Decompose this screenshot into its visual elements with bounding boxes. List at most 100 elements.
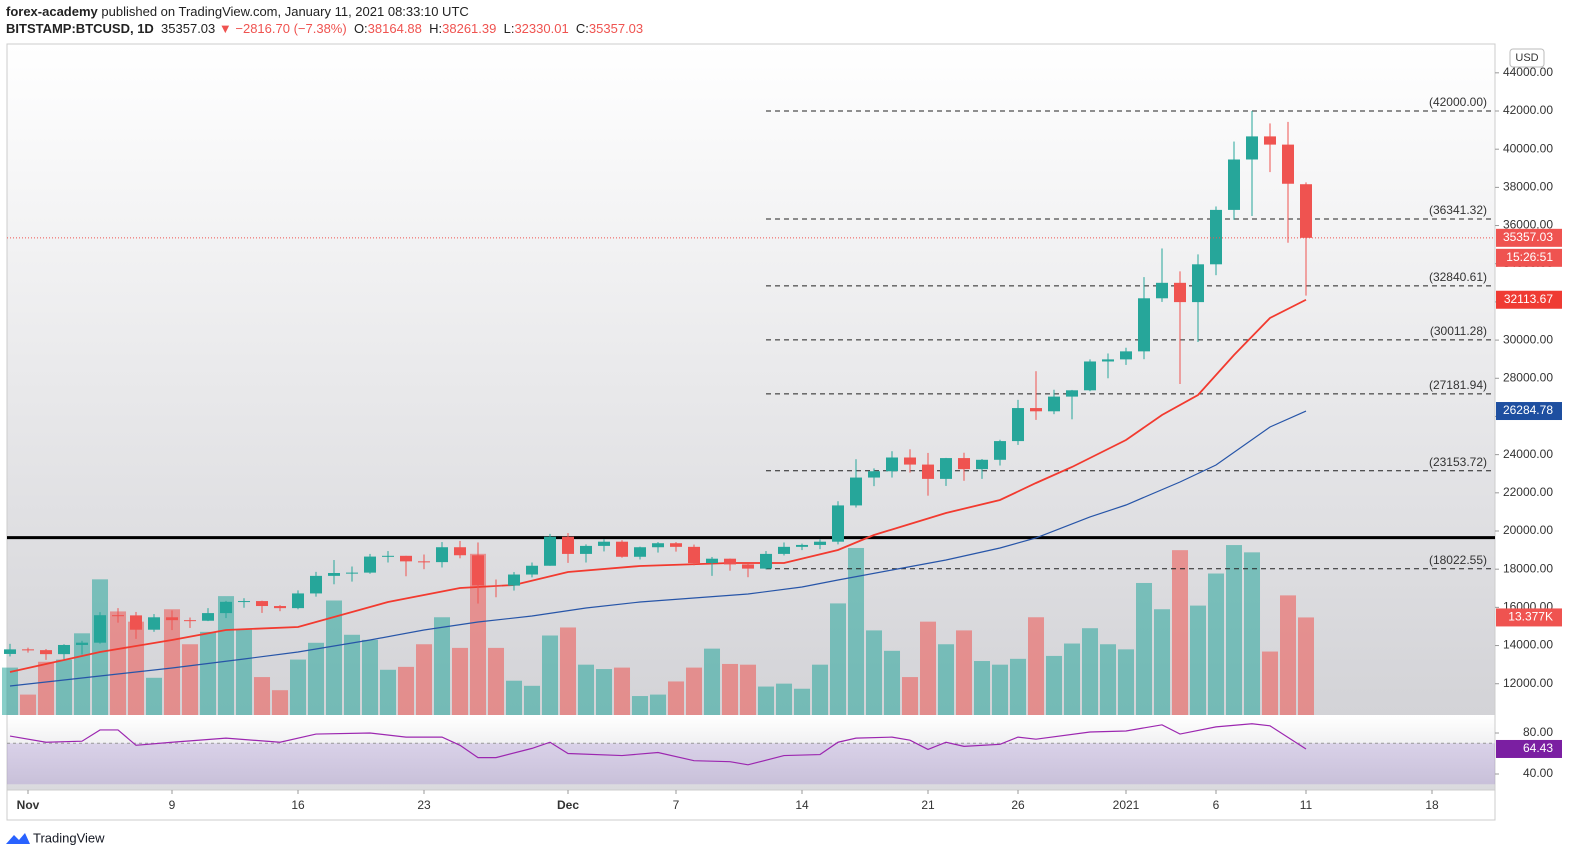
x-tick-label: 2021: [1113, 798, 1140, 812]
volume-bar: [794, 688, 811, 715]
y-tick-label: 24000.00: [1503, 447, 1553, 461]
volume-bar: [110, 611, 127, 715]
close: 35357.03: [588, 21, 644, 36]
candle-body: [1120, 351, 1133, 360]
rsi-line: [9, 723, 1307, 766]
volume-bar: [1010, 658, 1027, 715]
candle-body: [202, 613, 215, 621]
candle-body: [850, 477, 863, 506]
volume-bar: [956, 630, 973, 715]
header-line: BITSTAMP:BTCUSD, 1D 35357.03 ▼ −2816.70 …: [6, 21, 643, 36]
volume-bar: [1046, 655, 1063, 715]
x-tick-label: 23: [417, 798, 431, 812]
x-tick-label: 14: [795, 798, 809, 812]
rsi-tick-label: 40.00: [1523, 766, 1553, 780]
candle-body: [976, 459, 989, 470]
volume-bar: [164, 609, 181, 715]
candle-body: [256, 601, 269, 607]
candle-body: [130, 615, 143, 630]
author: forex-academy: [6, 4, 98, 19]
candle-body: [544, 536, 557, 566]
volume-bar: [560, 627, 577, 715]
volume-bar: [1298, 617, 1315, 715]
currency-box: [1509, 48, 1545, 68]
candle-body: [598, 541, 611, 546]
key: L:: [503, 21, 515, 36]
countdown-label-box: [1496, 248, 1562, 267]
level-label: (23153.72): [1429, 455, 1487, 469]
rsi-label-box: [1496, 739, 1562, 758]
candle-body: [526, 565, 539, 575]
volume-bar: [614, 667, 631, 715]
y-tick-label: 12000.00: [1503, 676, 1553, 690]
candle-body: [418, 561, 431, 563]
volume-bar: [56, 659, 73, 715]
y-tick-label: 44000.00: [1503, 65, 1553, 79]
candle-body: [58, 644, 71, 655]
volume-bar: [578, 664, 595, 715]
candle-body: [292, 593, 305, 609]
candle-body: [796, 544, 809, 547]
volume-bar: [722, 663, 739, 715]
x-tick-label: 9: [169, 798, 176, 812]
volume-bar: [200, 631, 217, 715]
candle-body: [1174, 282, 1187, 303]
volume-bar: [1028, 617, 1045, 715]
level-label: (18022.55): [1429, 553, 1487, 567]
volume-bar: [740, 664, 757, 715]
volume-bar: [776, 683, 793, 715]
volume-bar: [1190, 605, 1207, 715]
frame: [6, 43, 1496, 821]
volume-bar: [470, 553, 487, 715]
candle-body: [1228, 159, 1241, 210]
candle-body: [1048, 396, 1061, 412]
candle-body: [364, 556, 377, 573]
volume-bar: [1262, 651, 1279, 715]
key: O:: [353, 21, 368, 36]
candle-body: [634, 547, 647, 557]
volume-bar: [1118, 649, 1135, 715]
candle-body: [274, 606, 287, 609]
candle-body: [616, 541, 629, 557]
volume-bar: [290, 659, 307, 715]
candle-body: [940, 458, 953, 479]
candle-body: [1066, 390, 1079, 397]
volume-bar: [272, 690, 289, 715]
candle-body: [832, 505, 845, 542]
volume-label: 13.377K: [1508, 610, 1553, 624]
candle-body: [1102, 359, 1115, 362]
x-tick-label: 18: [1425, 798, 1439, 812]
low: 32330.01: [514, 21, 569, 36]
candle-body: [688, 546, 701, 564]
candle-body: [778, 546, 791, 554]
candle-body: [508, 574, 521, 586]
candle-body: [760, 553, 773, 569]
x-tick-label: Dec: [557, 798, 579, 812]
volume-bar: [1226, 545, 1243, 715]
volume-bar: [92, 579, 109, 715]
volume-bar: [1172, 550, 1189, 715]
volume-bar: [452, 647, 469, 715]
currency: USD: [1515, 52, 1538, 64]
last-price-label-box: [1496, 228, 1562, 247]
candle-body: [580, 545, 593, 554]
open: 38164.88: [367, 21, 422, 36]
candle-body: [112, 615, 125, 617]
volume-bar: [74, 633, 91, 715]
volume-bar: [902, 677, 919, 715]
volume-bar: [866, 630, 883, 715]
logo: [6, 833, 30, 844]
candle-body: [958, 458, 971, 470]
volume-bar: [1154, 609, 1171, 715]
volume-bar: [146, 677, 163, 715]
y-tick-label: 36000.00: [1503, 218, 1553, 232]
moving-average: [9, 298, 1307, 673]
y-tick-label: 42000.00: [1503, 103, 1553, 117]
volume-bar: [344, 634, 361, 715]
volume-bar: [1082, 628, 1099, 715]
published: published on TradingView.com, January 11…: [101, 4, 469, 19]
rsi-label: 64.43: [1523, 741, 1553, 755]
ma-label: 26284.78: [1503, 403, 1553, 417]
candle-body: [310, 575, 323, 594]
rsi-pane: [7, 716, 1495, 790]
